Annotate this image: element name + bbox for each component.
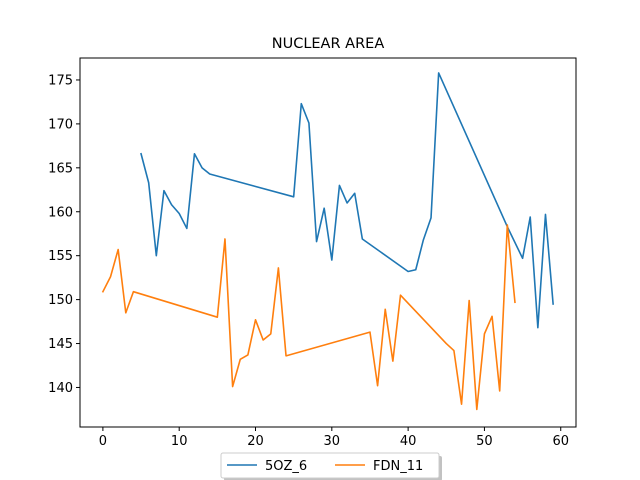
series-line-2	[101, 224, 516, 411]
axes: 0 10 20 30 40 50 60 140 145 150 155 160 165 170 175	[48, 57, 577, 449]
x-tick-label: 10	[171, 434, 188, 449]
legend: 5OZ_6 FDN_11	[220, 452, 442, 480]
x-tick-label: 50	[476, 434, 493, 449]
legend-label-1: 5OZ_6	[265, 459, 307, 474]
x-tick-label: 60	[552, 434, 569, 449]
plot-lines	[101, 72, 554, 411]
plot-frame	[79, 57, 577, 428]
x-tick-label: 40	[400, 434, 417, 449]
y-tick-label: 175	[48, 73, 73, 88]
y-tick-label: 170	[48, 117, 73, 132]
y-tick-label: 140	[48, 381, 73, 396]
chart-title: NUCLEAR AREA	[272, 36, 385, 52]
legend-label-2: FDN_11	[373, 459, 423, 474]
x-tick-label: 0	[99, 434, 107, 449]
x-tick-label: 30	[324, 434, 341, 449]
y-tick-label: 165	[48, 161, 73, 176]
y-tick-label: 160	[48, 205, 73, 220]
x-tick-label: 20	[247, 434, 264, 449]
legend-box	[220, 452, 440, 479]
y-tick-label: 150	[48, 293, 73, 308]
y-tick-label: 155	[48, 249, 73, 264]
y-tick-label: 145	[48, 337, 73, 352]
